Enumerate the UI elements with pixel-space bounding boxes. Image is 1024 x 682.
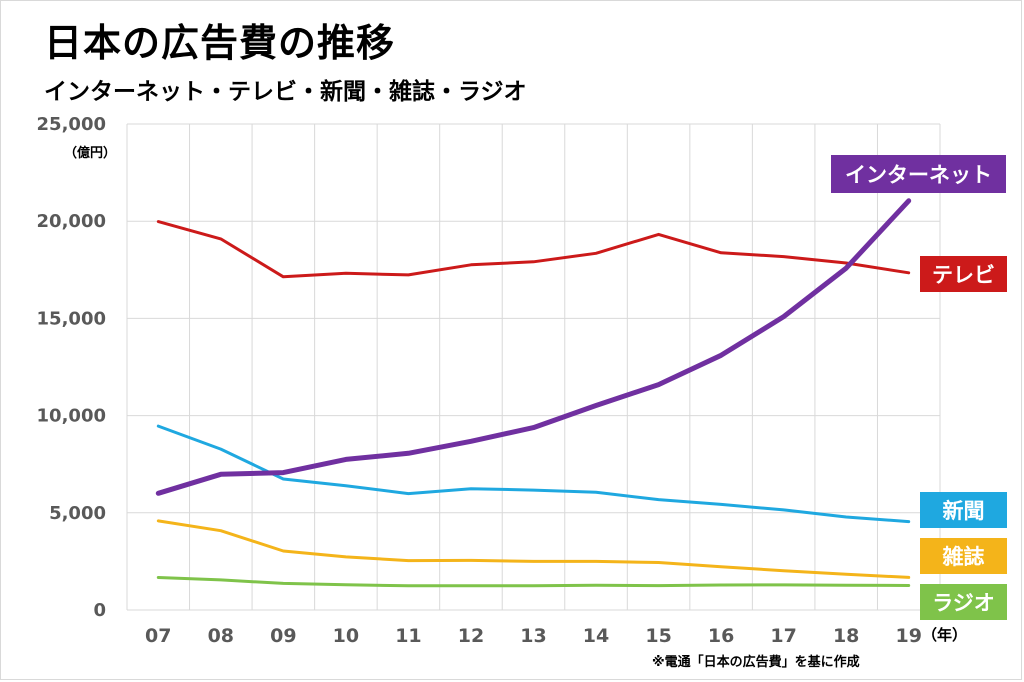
y-tick-label: 15,000 bbox=[37, 308, 106, 329]
legend-label: インターネット bbox=[845, 163, 992, 187]
x-tick-label: 11 bbox=[395, 625, 421, 647]
x-tick-label: 14 bbox=[583, 625, 609, 647]
legend-label: 雑誌 bbox=[942, 545, 985, 569]
legend-label: テレビ bbox=[932, 263, 995, 287]
legend-label: ラジオ bbox=[932, 591, 995, 615]
x-tick-label: 15 bbox=[645, 625, 671, 647]
x-tick-label: 18 bbox=[833, 625, 859, 647]
y-tick-label: 10,000 bbox=[37, 406, 106, 427]
x-tick-label: 13 bbox=[520, 625, 546, 647]
x-tick-label: 16 bbox=[708, 625, 734, 647]
legend-box bbox=[831, 155, 1006, 193]
legend-box bbox=[920, 256, 1007, 292]
legend-box bbox=[920, 538, 1007, 574]
x-tick-label: 10 bbox=[333, 625, 359, 647]
y-tick-label: 0 bbox=[93, 600, 106, 621]
legend-box bbox=[920, 492, 1007, 528]
x-axis-unit: （年） bbox=[922, 626, 968, 644]
series-line-4 bbox=[156, 519, 911, 579]
x-tick-label: 09 bbox=[270, 625, 296, 647]
y-axis-unit: （億円） bbox=[64, 146, 117, 161]
y-tick-label: 25,000 bbox=[37, 114, 106, 135]
legend-box bbox=[920, 584, 1007, 620]
series-line-2 bbox=[156, 220, 911, 279]
series-line-1 bbox=[155, 198, 912, 496]
legend-label: 新聞 bbox=[943, 499, 985, 523]
x-tick-label: 17 bbox=[770, 625, 796, 647]
x-tick-label: 19 bbox=[896, 625, 922, 647]
chart-subtitle: インターネット・テレビ・新聞・雑誌・ラジオ bbox=[44, 79, 527, 105]
series-line-5 bbox=[156, 576, 911, 588]
x-tick-label: 07 bbox=[145, 625, 171, 647]
y-tick-label: 5,000 bbox=[49, 503, 106, 524]
x-tick-label: 12 bbox=[458, 625, 484, 647]
source-footnote: ※電通「日本の広告費」を基に作成 bbox=[652, 655, 860, 670]
series-line-3 bbox=[156, 424, 911, 524]
x-tick-label: 08 bbox=[208, 625, 234, 647]
chart-title: 日本の広告費の推移 bbox=[44, 21, 396, 65]
y-tick-label: 20,000 bbox=[37, 211, 106, 232]
